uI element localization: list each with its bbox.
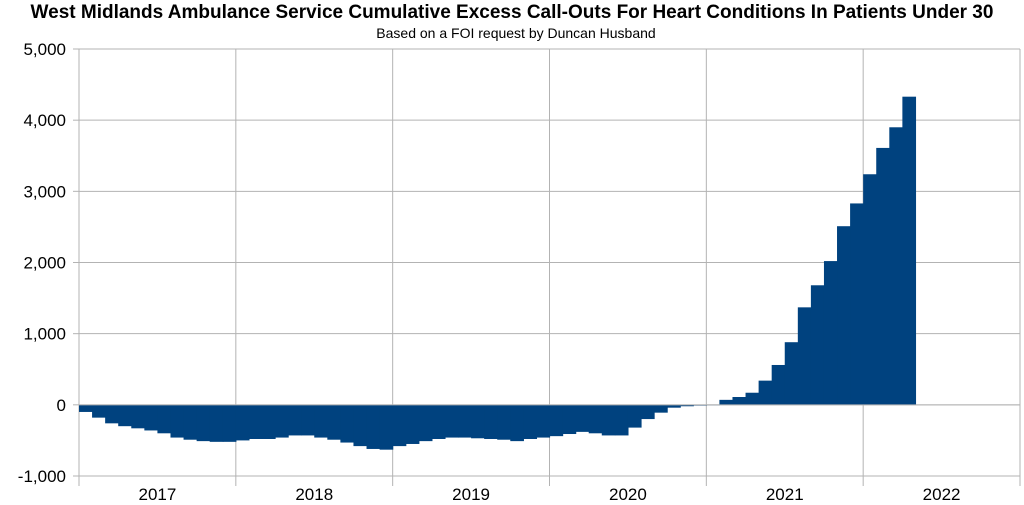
- bar: [810, 285, 825, 405]
- bar: [170, 404, 185, 438]
- bar: [823, 261, 838, 405]
- bar: [614, 404, 629, 436]
- bar: [79, 404, 93, 412]
- bar: [353, 404, 368, 447]
- bar-series: [79, 96, 917, 450]
- bar: [183, 404, 198, 440]
- gridlines: [78, 48, 1021, 486]
- bar: [209, 404, 224, 442]
- bar: [118, 404, 132, 427]
- bar: [484, 404, 498, 439]
- chart-subtitle: Based on a FOI request by Duncan Husband: [376, 25, 656, 41]
- x-tick-label: 2018: [295, 485, 333, 504]
- bar: [654, 404, 668, 413]
- bar: [131, 404, 145, 429]
- bar: [667, 404, 681, 408]
- bar: [575, 404, 590, 432]
- tick-labels: 5,000 4,000 3,000 2,000 1,000 0 -1,000 2017 2018…: [18, 40, 961, 504]
- bar: [458, 404, 472, 438]
- bar: [510, 404, 524, 442]
- bar: [601, 404, 616, 436]
- bar: [627, 404, 642, 428]
- bar: [92, 404, 106, 418]
- bar: [196, 404, 211, 442]
- bar: [797, 307, 812, 405]
- bar: [863, 174, 877, 405]
- bar: [105, 404, 119, 424]
- bar: [275, 404, 289, 438]
- bar: [471, 404, 485, 439]
- y-tick-label: 3,000: [23, 182, 66, 201]
- bar: [850, 203, 864, 405]
- bar: [444, 404, 459, 438]
- bar: [379, 404, 394, 450]
- bar: [549, 404, 564, 437]
- bar: [745, 392, 760, 405]
- bar: [837, 226, 851, 405]
- bar: [876, 147, 890, 405]
- bar: [248, 404, 263, 439]
- y-tick-label: 0: [57, 396, 66, 415]
- bar: [771, 364, 786, 405]
- bar: [784, 342, 799, 405]
- y-tick-label: 5,000: [23, 40, 66, 59]
- bar: [418, 404, 433, 442]
- bar: [889, 127, 903, 405]
- x-tick-label: 2020: [609, 485, 647, 504]
- bar: [680, 404, 694, 407]
- y-tick-label: -1,000: [18, 467, 66, 486]
- bar: [235, 404, 250, 441]
- y-tick-label: 2,000: [23, 254, 66, 273]
- y-tick-label: 1,000: [23, 325, 66, 344]
- bar: [144, 404, 159, 431]
- bar: [523, 404, 538, 439]
- bar: [536, 404, 551, 438]
- bar: [222, 404, 237, 442]
- bar: [288, 404, 302, 436]
- bar: [157, 404, 172, 434]
- x-tick-label: 2021: [766, 485, 804, 504]
- bar: [301, 404, 315, 436]
- bar: [392, 404, 407, 447]
- x-tick-label: 2019: [452, 485, 490, 504]
- bar: [405, 404, 420, 444]
- bar: [719, 399, 734, 405]
- x-tick-label: 2022: [923, 485, 961, 504]
- x-tick-label: 2017: [139, 485, 177, 504]
- bar: [640, 404, 655, 420]
- bar: [732, 397, 747, 405]
- bar: [340, 404, 355, 443]
- bar: [562, 404, 577, 435]
- bar: [366, 404, 381, 449]
- bar: [902, 96, 917, 405]
- chart-title: West Midlands Ambulance Service Cumulati…: [30, 2, 994, 23]
- y-tick-label: 4,000: [23, 111, 66, 130]
- bar: [588, 404, 603, 434]
- bar: [758, 380, 773, 405]
- bar: [327, 404, 341, 440]
- bar: [261, 404, 276, 439]
- bar: [497, 404, 511, 440]
- bar: [431, 404, 446, 439]
- axes: [73, 48, 1020, 477]
- bar: [314, 404, 328, 438]
